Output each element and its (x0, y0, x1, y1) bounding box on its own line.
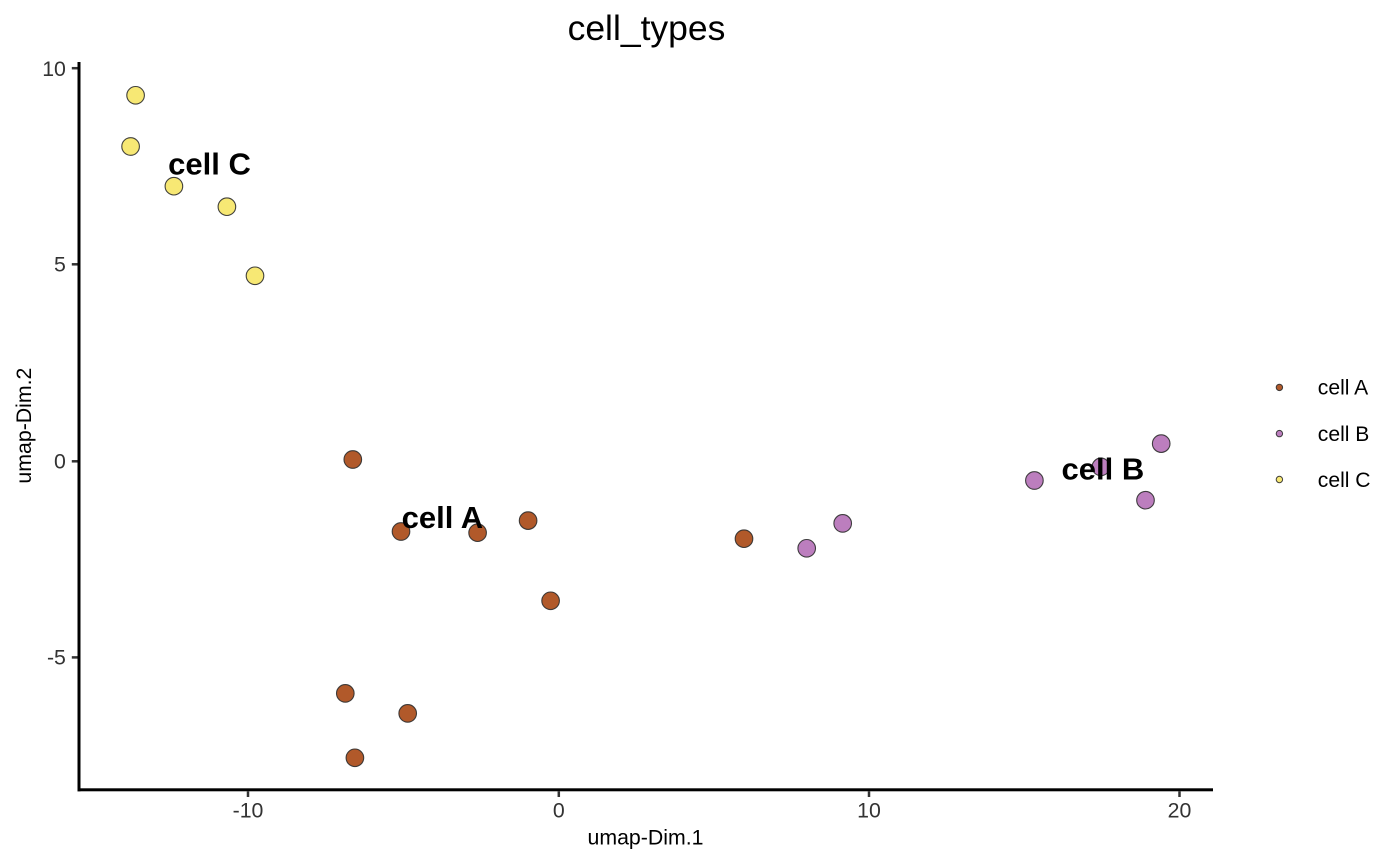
svg-text:cell C: cell C (1318, 469, 1371, 492)
svg-text:0: 0 (553, 799, 565, 823)
svg-text:cell B: cell B (1062, 452, 1145, 487)
svg-text:-10: -10 (233, 799, 264, 823)
svg-text:0: 0 (54, 450, 66, 474)
svg-text:-5: -5 (47, 646, 66, 670)
svg-text:10: 10 (857, 799, 881, 823)
svg-text:umap-Dim.2: umap-Dim.2 (12, 368, 36, 484)
svg-text:umap-Dim.1: umap-Dim.1 (588, 826, 704, 850)
svg-text:5: 5 (54, 253, 66, 277)
svg-text:cell_types: cell_types (568, 8, 726, 48)
svg-text:cell A: cell A (1318, 377, 1369, 400)
svg-text:cell C: cell C (168, 146, 251, 181)
svg-text:cell B: cell B (1318, 423, 1370, 446)
svg-text:20: 20 (1168, 799, 1192, 823)
svg-text:10: 10 (42, 57, 66, 81)
svg-text:cell A: cell A (402, 500, 484, 535)
